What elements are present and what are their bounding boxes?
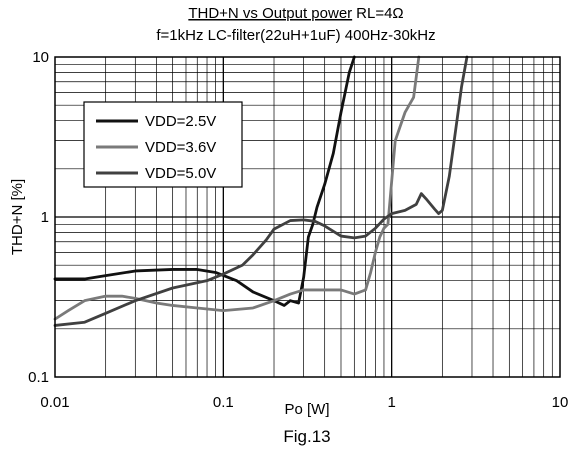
plot-frame xyxy=(54,56,561,378)
title-rl: RL=4Ω xyxy=(356,5,404,22)
y-tick-labels: 0.1 1 10 xyxy=(28,49,49,386)
chart-subtitle: f=1kHz LC-filter(22uH+1uF) 400Hz-30kHz xyxy=(156,27,435,44)
series-line-1 xyxy=(53,55,356,307)
x-tick-label: 10 xyxy=(552,394,569,411)
x-tick-label: 0.1 xyxy=(213,394,234,411)
y-tick-label: 0.1 xyxy=(28,369,49,386)
y-axis-label: THD+N [%] xyxy=(9,179,26,255)
x-tick-label: 1 xyxy=(387,394,395,411)
y-tick-label: 1 xyxy=(41,209,49,226)
legend-label-3: VDD=5.0V xyxy=(145,165,216,182)
x-tick-label: 0.01 xyxy=(40,394,69,411)
title-main: THD+N vs Output power xyxy=(188,5,352,22)
y-tick-label: 10 xyxy=(32,49,49,66)
chart-title: THD+N vs Output power RL=4Ω xyxy=(188,5,403,22)
legend-label-1: VDD=2.5V xyxy=(145,113,216,130)
legend-label-2: VDD=3.6V xyxy=(145,139,216,156)
legend: VDD=2.5V VDD=3.6V VDD=5.0V xyxy=(83,101,243,188)
series-lines xyxy=(53,55,469,327)
x-tick-labels: 0.01 0.1 1 10 xyxy=(40,394,568,411)
series-line-2 xyxy=(53,55,421,321)
figure-label: Fig.13 xyxy=(283,427,330,446)
x-axis-label: Po [W] xyxy=(284,401,329,418)
series-line-3 xyxy=(53,55,469,327)
